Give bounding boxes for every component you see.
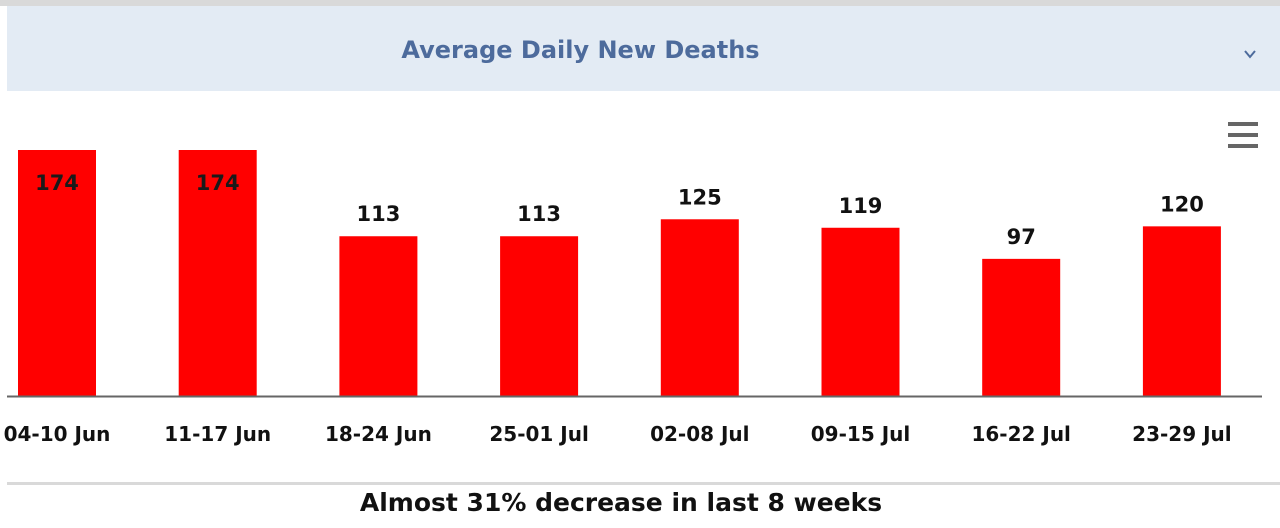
footer-rule <box>7 482 1280 485</box>
x-tick-label: 09-15 Jul <box>811 422 910 446</box>
x-tick-label: 23-29 Jul <box>1132 422 1231 446</box>
data-label: 174 <box>196 171 240 195</box>
x-tick-label: 16-22 Jul <box>971 422 1070 446</box>
bar[interactable] <box>18 150 96 396</box>
data-label: 120 <box>1160 192 1204 216</box>
bar[interactable] <box>821 227 900 396</box>
data-label: 113 <box>356 202 400 226</box>
chart-title: Average Daily New Deaths <box>401 36 760 64</box>
x-tick-label: 04-10 Jun <box>4 422 111 446</box>
x-tick-label: 02-08 Jul <box>650 422 749 446</box>
bar[interactable] <box>339 236 418 396</box>
bar[interactable] <box>660 219 739 396</box>
x-tick-label: 25-01 Jul <box>489 422 588 446</box>
data-label: 119 <box>839 194 883 218</box>
bar[interactable] <box>982 258 1061 396</box>
chevron-down-icon[interactable] <box>1244 48 1256 60</box>
footer-note: Almost 31% decrease in last 8 weeks <box>359 488 883 517</box>
bar[interactable] <box>178 150 257 396</box>
data-label: 125 <box>678 185 722 209</box>
bar[interactable] <box>500 236 579 396</box>
data-label: 174 <box>35 171 79 195</box>
x-tick-label: 11-17 Jun <box>164 422 271 446</box>
top-rule <box>0 0 1280 6</box>
bar[interactable] <box>1142 226 1221 396</box>
data-label: 113 <box>517 202 561 226</box>
hamburger-menu-icon[interactable] <box>1227 121 1259 151</box>
x-tick-label: 18-24 Jun <box>325 422 432 446</box>
data-label: 97 <box>1007 225 1036 249</box>
bar-chart: 174 04-10 Jun 174 11-17 Jun 113 18-24 Jun 113 2… <box>4 150 1262 446</box>
chart-header[interactable]: Average Daily New Deaths <box>7 6 1280 91</box>
